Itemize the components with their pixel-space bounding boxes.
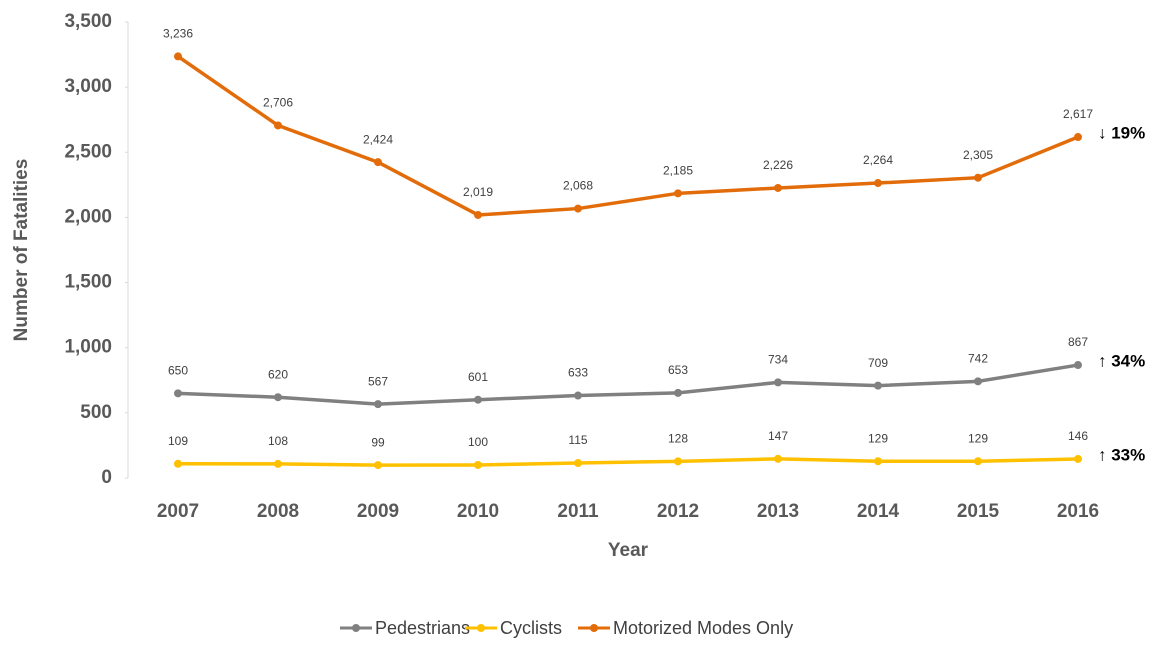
point xyxy=(774,183,782,192)
point xyxy=(674,189,682,198)
value-label: 147 xyxy=(768,429,788,443)
value-label: 2,068 xyxy=(563,179,593,193)
value-label: 3,236 xyxy=(163,27,193,41)
value-label: 867 xyxy=(1068,335,1088,349)
legend-marker xyxy=(590,624,598,632)
value-label: 109 xyxy=(168,434,188,448)
x-tick-label: 2012 xyxy=(657,501,699,522)
point xyxy=(274,393,282,402)
y-tick-label: 0 xyxy=(101,467,112,488)
point xyxy=(274,459,282,468)
value-label: 146 xyxy=(1068,429,1088,443)
value-label: 601 xyxy=(468,370,488,384)
value-label: 709 xyxy=(868,356,888,370)
series-line xyxy=(177,363,1079,406)
value-label: 2,305 xyxy=(963,148,993,162)
value-label: 2,019 xyxy=(463,185,493,199)
point xyxy=(174,459,182,468)
value-label: 100 xyxy=(468,435,488,449)
series-line xyxy=(177,54,1079,217)
point xyxy=(974,173,982,182)
point xyxy=(574,204,582,213)
point xyxy=(174,389,182,398)
value-label: 734 xyxy=(768,353,788,367)
point xyxy=(874,381,882,390)
point xyxy=(574,459,582,468)
y-tick-label: 3,000 xyxy=(64,76,112,97)
value-label: 620 xyxy=(268,367,288,381)
point xyxy=(674,388,682,397)
point xyxy=(774,454,782,463)
value-label: 108 xyxy=(268,434,288,448)
value-label: 2,264 xyxy=(863,153,893,167)
y-tick-label: 500 xyxy=(80,402,112,423)
point xyxy=(374,461,382,470)
legend-label: Pedestrians xyxy=(375,618,470,638)
value-label: 129 xyxy=(868,431,888,445)
x-tick-label: 2016 xyxy=(1057,501,1099,522)
legend-marker xyxy=(352,624,360,632)
change-annotation: ↑ 34% xyxy=(1098,352,1145,371)
value-label: 128 xyxy=(668,431,688,445)
series-line xyxy=(177,457,1079,467)
point xyxy=(474,210,482,219)
value-label: 742 xyxy=(968,351,988,365)
point xyxy=(1074,133,1082,142)
point xyxy=(974,457,982,466)
y-tick-label: 3,500 xyxy=(64,11,112,32)
value-label: 2,424 xyxy=(363,132,393,146)
point xyxy=(1074,361,1082,370)
x-tick-label: 2013 xyxy=(757,501,799,522)
point xyxy=(774,378,782,387)
legend-marker xyxy=(477,624,485,632)
point xyxy=(874,179,882,188)
point xyxy=(474,395,482,404)
point xyxy=(1074,454,1082,463)
value-label: 2,226 xyxy=(763,158,793,172)
point xyxy=(974,377,982,386)
y-tick-label: 1,500 xyxy=(64,272,112,293)
change-annotation: ↑ 33% xyxy=(1098,445,1145,464)
x-axis-title: Year xyxy=(608,540,649,561)
point xyxy=(274,121,282,130)
y-axis-title: Number of Fatalities xyxy=(11,159,32,342)
point xyxy=(474,460,482,469)
change-annotation: ↓ 19% xyxy=(1098,124,1145,143)
y-tick-label: 1,000 xyxy=(64,337,112,358)
value-label: 650 xyxy=(168,363,188,377)
x-tick-label: 2008 xyxy=(257,501,299,522)
x-tick-label: 2011 xyxy=(557,501,599,522)
value-label: 2,706 xyxy=(263,96,293,110)
y-tick-label: 2,000 xyxy=(64,206,112,227)
legend-label: Cyclists xyxy=(500,618,562,638)
value-label: 99 xyxy=(371,435,385,449)
legend-label: Motorized Modes Only xyxy=(613,618,793,638)
point xyxy=(874,457,882,466)
point xyxy=(174,52,182,61)
value-label: 129 xyxy=(968,431,988,445)
x-tick-label: 2009 xyxy=(357,501,399,522)
value-label: 567 xyxy=(368,374,388,388)
point xyxy=(674,457,682,466)
value-label: 633 xyxy=(568,366,588,380)
point xyxy=(574,391,582,400)
value-label: 2,185 xyxy=(663,163,693,177)
x-tick-label: 2014 xyxy=(857,501,900,522)
value-label: 653 xyxy=(668,363,688,377)
x-tick-label: 2007 xyxy=(157,501,199,522)
value-label: 115 xyxy=(568,433,587,447)
point xyxy=(374,158,382,167)
y-tick-label: 2,500 xyxy=(64,141,112,162)
point xyxy=(374,400,382,409)
x-tick-label: 2015 xyxy=(957,501,1000,522)
x-tick-label: 2010 xyxy=(457,501,499,522)
value-label: 2,617 xyxy=(1063,107,1093,121)
